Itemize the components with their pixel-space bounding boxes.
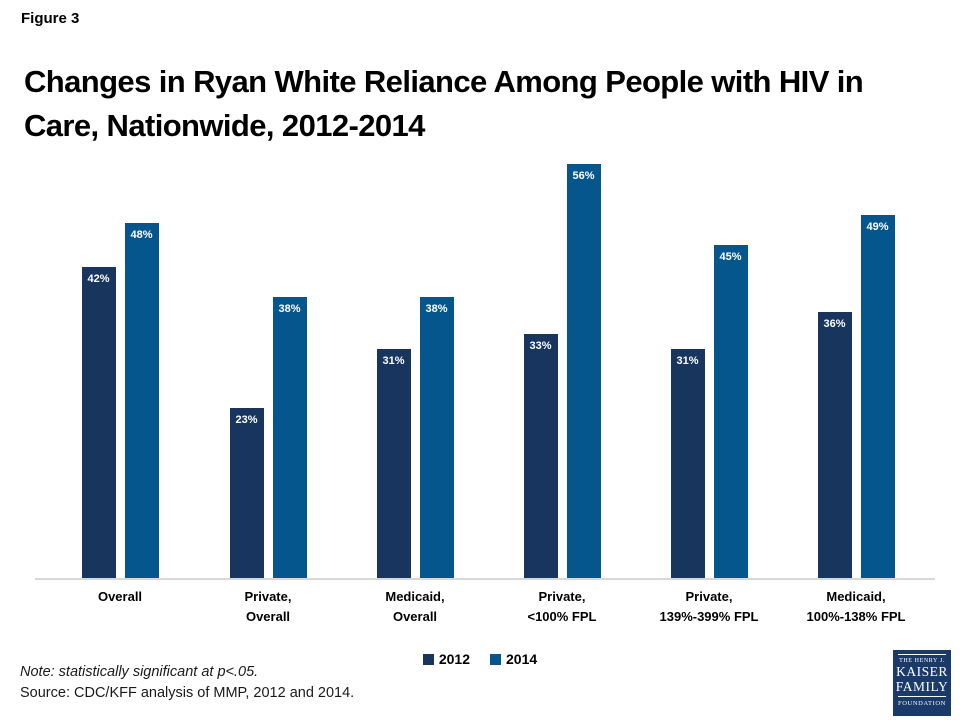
bar-value-label: 42% [87,273,110,286]
bar-2012-3: 31% [376,348,411,578]
bar-value-label: 23% [235,413,258,426]
page-title: Changes in Ryan White Reliance Among Peo… [24,60,936,148]
legend-item-2014: 2014 [490,651,537,667]
bar-2012-1: 42% [81,267,116,578]
bar-value-label: 31% [676,354,699,367]
figure-label: Figure 3 [21,10,80,27]
bar-2012-4: 33% [523,333,558,578]
page-title-line1: Changes in Ryan White Reliance Among Peo… [24,64,864,99]
bar-2014-4: 56% [566,163,601,578]
logo-rule [898,696,946,697]
bar-2012-2: 23% [229,407,264,578]
bar-2014-3: 38% [419,296,454,578]
x-axis-line [35,578,935,580]
bar-2014-1: 48% [124,222,159,578]
legend-swatch-icon [422,653,434,665]
legend-label: 2014 [506,651,538,667]
legend-item-2012: 2012 [422,651,470,667]
source-text: Source: CDC/KFF analysis of MMP, 2012 an… [20,685,355,701]
logo-line-henry-j: THE HENRY J. [899,658,945,664]
bar-value-label: 45% [719,251,742,263]
bar-value-label: 36% [823,317,846,330]
x-axis-label: Private, 139%-399% FPL [659,589,759,624]
bar-value-label: 38% [425,302,448,315]
x-axis-label: Overall [97,589,143,604]
note-text: Note: statistically significant at p<.05… [20,664,259,680]
page-title-line2: Care, Nationwide, 2012-2014 [24,108,425,143]
bar-2014-5: 45% [713,245,748,578]
kff-logo: THE HENRY J. KAISER FAMILY FOUNDATION [893,650,951,716]
bar-value-label: 48% [130,228,153,241]
bar-2014-2: 38% [272,296,307,578]
bar-2012-6: 36% [817,311,852,578]
legend-swatch-icon [490,653,501,665]
x-axis-label: Private, <100% FPL [527,589,597,624]
bar-value-label: 38% [278,302,301,315]
bar-value-label: 31% [382,354,405,367]
chart-legend: 2012 2014 [0,651,960,667]
x-axis-label: Medicaid, 100%-138% FPL [806,589,906,624]
x-axis-label: Private, Overall [244,589,292,624]
logo-rule [898,654,946,655]
bar-value-label: 49% [866,221,889,234]
logo-line-kaiser: KAISER [896,664,948,679]
bar-2014-6: 49% [860,215,895,578]
logo-line-foundation: FOUNDATION [898,700,946,707]
legend-label: 2012 [438,651,470,667]
x-axis-label: Medicaid, Overall [385,589,445,624]
bar-2012-5: 31% [670,348,705,578]
bar-value-label: 33% [529,339,552,352]
logo-line-family: FAMILY [895,678,949,694]
bar-value-label: 56% [572,169,595,182]
